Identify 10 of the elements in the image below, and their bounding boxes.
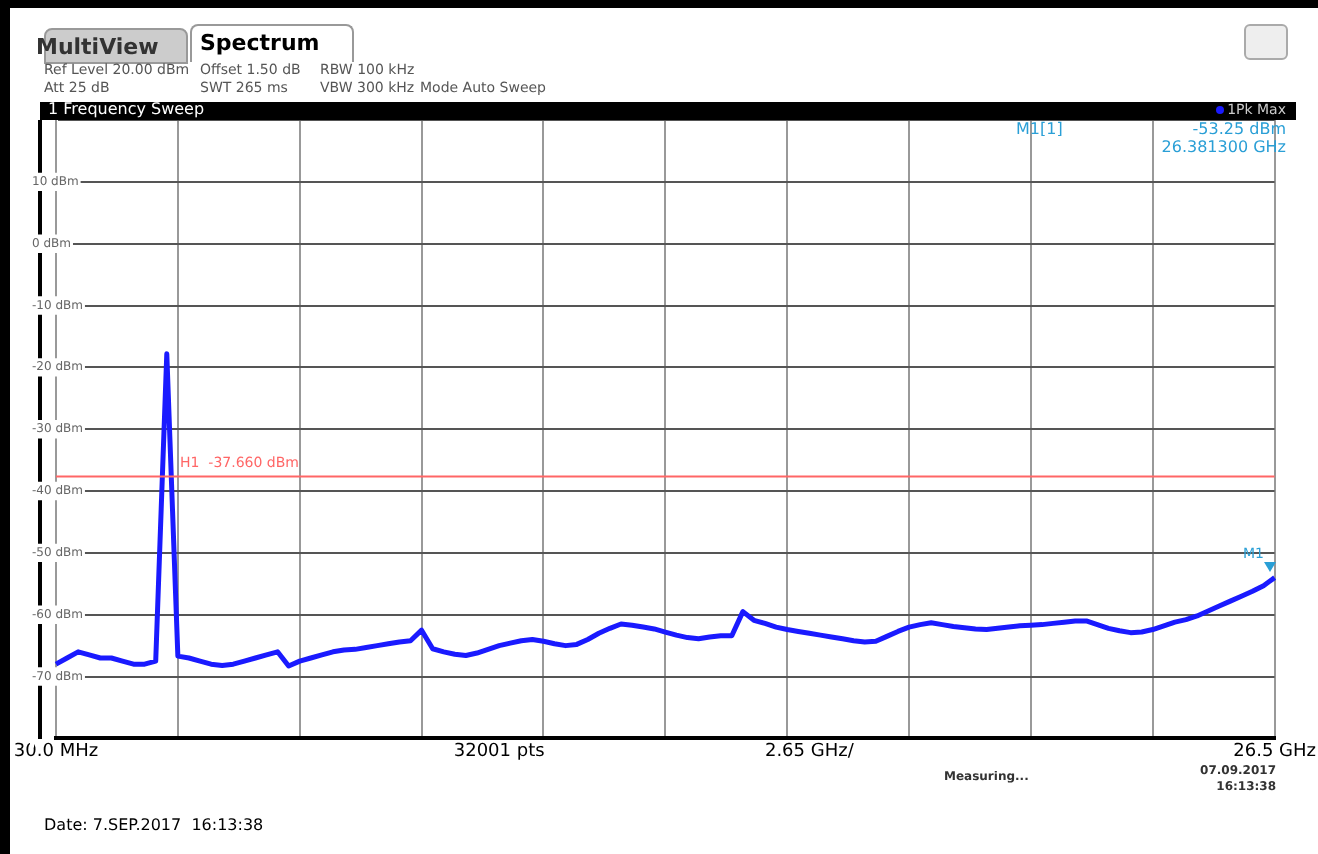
annotation: -53.25 dBm bbox=[1192, 120, 1286, 138]
x-tick-label: 32001 pts bbox=[453, 741, 546, 762]
text: Date: 7.SEP.2017 16:13:38 bbox=[44, 816, 264, 834]
x-tick-label: 2.65 GHz/ bbox=[764, 741, 856, 762]
x-tick-label: 26.5 GHz bbox=[1233, 741, 1317, 762]
text: MultiView bbox=[36, 34, 159, 60]
text: Spectrum bbox=[200, 30, 320, 56]
annotation: M1[1] bbox=[1016, 120, 1063, 138]
annotation: 26.381300 GHz bbox=[1161, 138, 1286, 156]
chart-title: 1 Frequency Sweep bbox=[48, 100, 205, 120]
